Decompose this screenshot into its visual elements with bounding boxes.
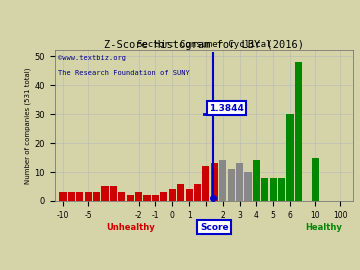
Bar <box>270 178 277 201</box>
Bar <box>68 192 75 201</box>
Bar <box>85 192 92 201</box>
Bar <box>118 192 125 201</box>
Bar <box>59 192 67 201</box>
Bar <box>312 158 319 201</box>
Bar <box>295 62 302 201</box>
Text: Score: Score <box>200 222 229 232</box>
Y-axis label: Number of companies (531 total): Number of companies (531 total) <box>25 68 31 184</box>
Bar <box>110 187 117 201</box>
Text: Healthy: Healthy <box>305 222 342 232</box>
Bar <box>244 172 252 201</box>
Bar <box>185 189 193 201</box>
Text: Unhealthy: Unhealthy <box>106 222 154 232</box>
Bar <box>202 166 210 201</box>
Bar <box>236 163 243 201</box>
Bar <box>144 195 150 201</box>
Bar <box>228 169 235 201</box>
Bar <box>152 195 159 201</box>
Bar <box>177 184 184 201</box>
Text: 1.3844: 1.3844 <box>209 104 244 113</box>
Bar <box>169 189 176 201</box>
Bar <box>76 192 84 201</box>
Bar <box>253 160 260 201</box>
Bar <box>194 184 201 201</box>
Bar <box>160 192 167 201</box>
Text: Sector: Consumer Cyclical: Sector: Consumer Cyclical <box>137 40 271 49</box>
Bar <box>127 195 134 201</box>
Text: ©www.textbiz.org: ©www.textbiz.org <box>58 55 126 61</box>
Title: Z-Score Histogram for LBY (2016): Z-Score Histogram for LBY (2016) <box>104 40 304 50</box>
Bar <box>261 178 268 201</box>
Bar <box>135 192 142 201</box>
Text: The Research Foundation of SUNY: The Research Foundation of SUNY <box>58 70 189 76</box>
Bar <box>287 114 293 201</box>
Bar <box>278 178 285 201</box>
Bar <box>93 192 100 201</box>
Bar <box>219 160 226 201</box>
Bar <box>102 187 109 201</box>
Bar <box>211 163 218 201</box>
